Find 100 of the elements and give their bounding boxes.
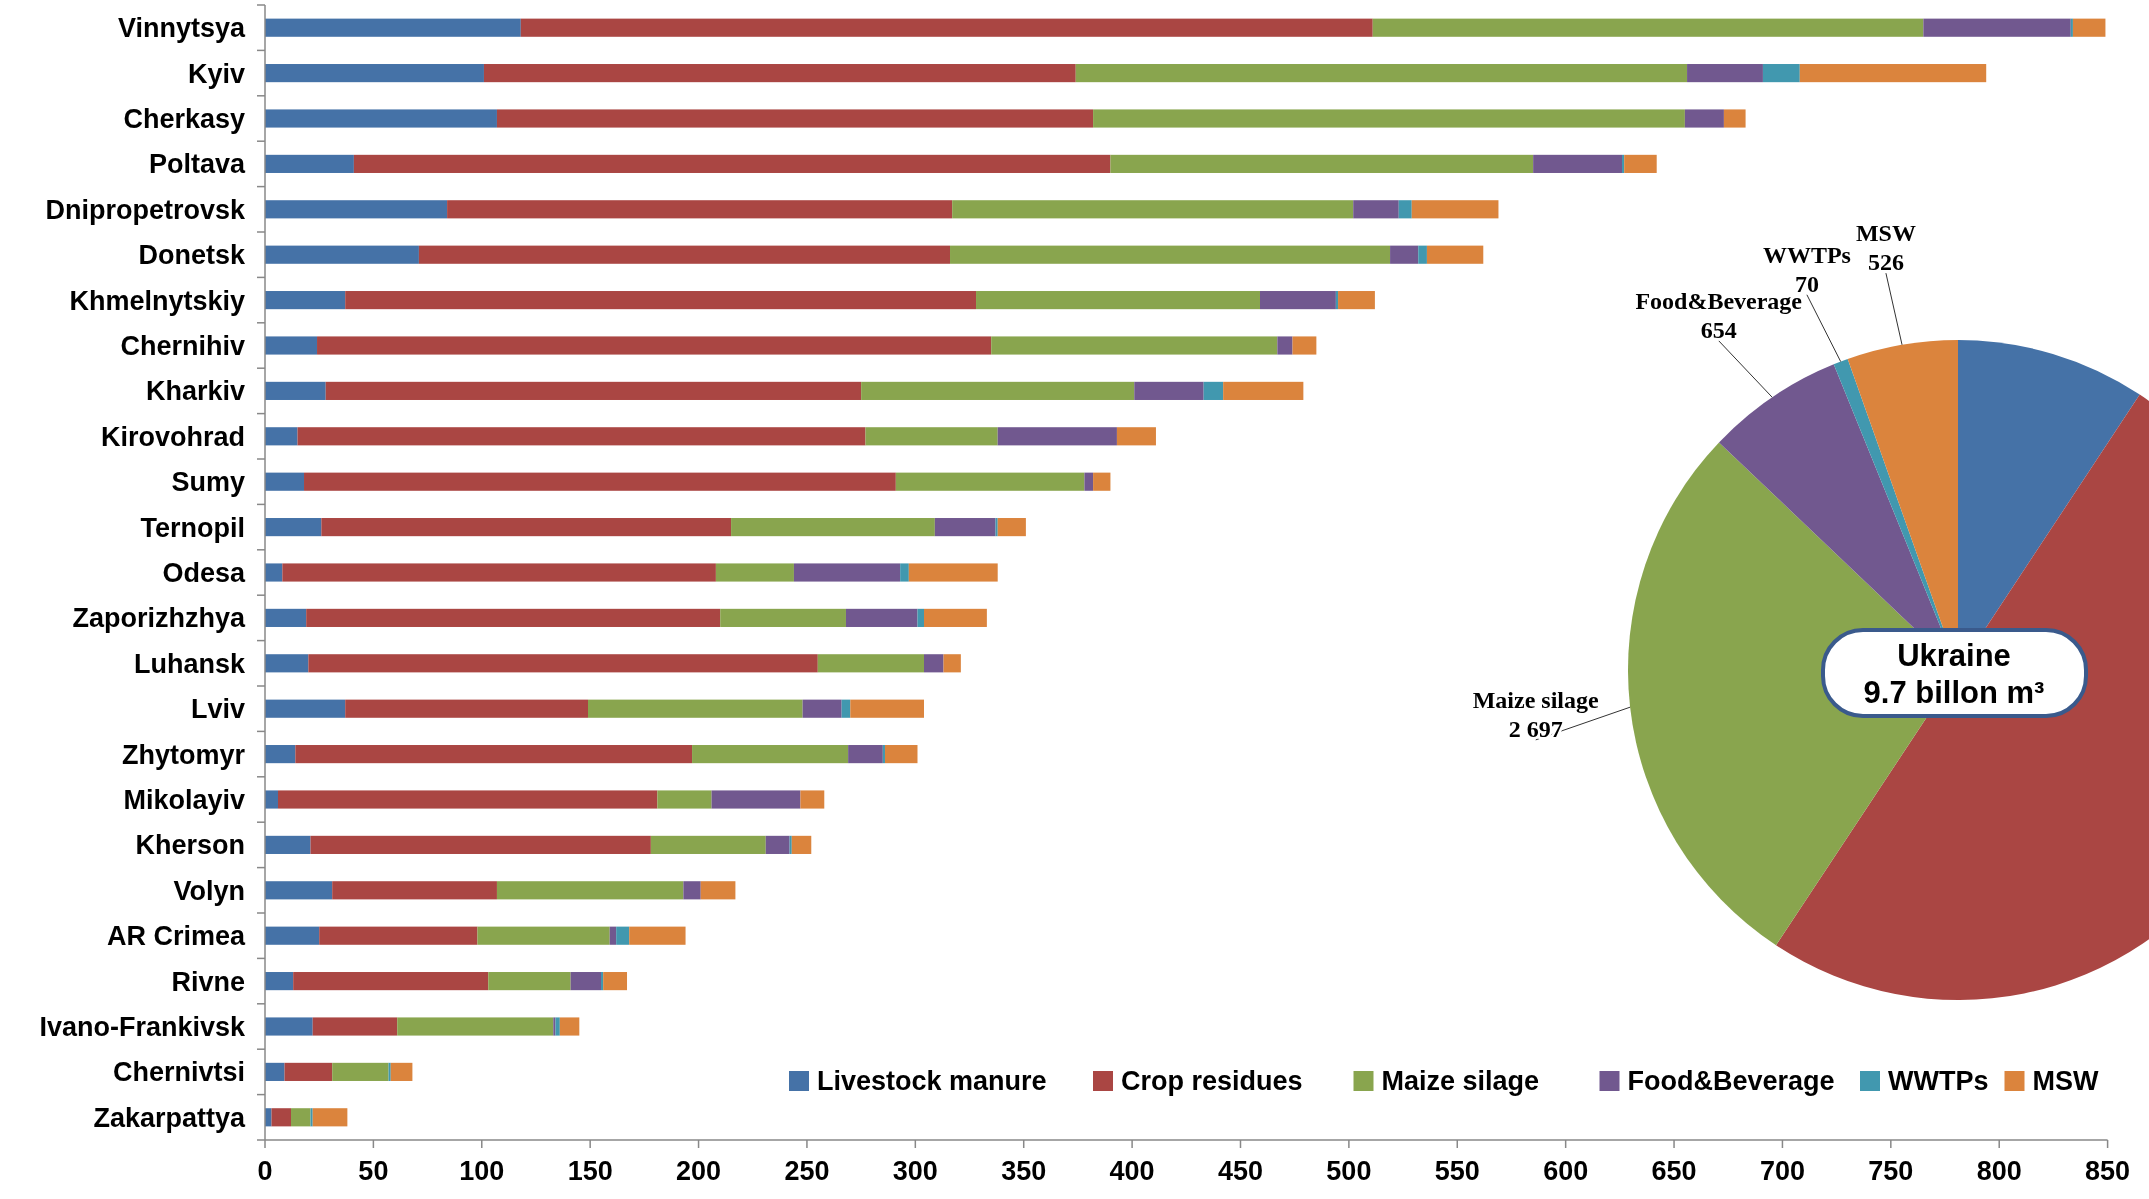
bar bbox=[559, 1017, 580, 1036]
bar bbox=[325, 381, 862, 400]
bar bbox=[265, 518, 322, 537]
bar bbox=[1684, 109, 1724, 128]
bar bbox=[1203, 381, 1224, 400]
bar bbox=[265, 1062, 285, 1081]
text: 9.7 billon m³ bbox=[1863, 675, 2045, 710]
x-tick-label: 850 bbox=[2085, 1156, 2131, 1186]
x-tick-label: 800 bbox=[1976, 1156, 2022, 1186]
y-tick-label: Volyn bbox=[173, 875, 245, 906]
bar bbox=[321, 518, 732, 537]
x-tick-label: 450 bbox=[1217, 1156, 1264, 1186]
bar bbox=[265, 563, 283, 582]
bar bbox=[265, 291, 346, 310]
bar bbox=[265, 472, 305, 491]
bar bbox=[1390, 245, 1419, 264]
text: Ukraine bbox=[1897, 638, 2011, 673]
bar bbox=[483, 64, 1076, 83]
x-tick-label: 400 bbox=[1109, 1156, 1155, 1186]
x-tick-label: 50 bbox=[358, 1156, 389, 1186]
y-tick-label: Kherson bbox=[135, 830, 245, 861]
x-tick-label: 200 bbox=[676, 1156, 722, 1186]
bar bbox=[884, 745, 918, 764]
x-tick-label: 150 bbox=[567, 1156, 613, 1186]
bar bbox=[1093, 472, 1111, 491]
bar bbox=[692, 745, 849, 764]
bar bbox=[841, 699, 851, 718]
bar bbox=[683, 881, 701, 900]
bar bbox=[265, 200, 448, 219]
y-tick-label: Ivano-Frankivsk bbox=[39, 1011, 246, 1042]
y-tick-label: Odesa bbox=[162, 557, 246, 588]
bar bbox=[265, 109, 497, 128]
bar bbox=[477, 926, 610, 945]
bar bbox=[995, 518, 998, 537]
bar bbox=[332, 881, 497, 900]
bar bbox=[265, 18, 521, 37]
bar bbox=[265, 835, 311, 854]
bar bbox=[265, 1108, 272, 1127]
bar bbox=[397, 1017, 554, 1036]
bar bbox=[496, 109, 1094, 128]
bar bbox=[1110, 154, 1534, 173]
bar bbox=[265, 881, 333, 900]
bar bbox=[310, 1108, 313, 1127]
bar bbox=[553, 1017, 556, 1036]
y-tick-label: Zaporizhzhya bbox=[72, 603, 246, 634]
bar bbox=[817, 654, 924, 673]
bar bbox=[1116, 427, 1156, 446]
x-tick-label: 700 bbox=[1759, 1156, 1805, 1186]
bar bbox=[1260, 291, 1336, 310]
bar bbox=[297, 427, 866, 446]
x-tick-label: 650 bbox=[1651, 1156, 1697, 1186]
bar bbox=[616, 926, 630, 945]
bar bbox=[1687, 64, 1763, 83]
y-tick-label: Chernivtsi bbox=[112, 1057, 245, 1088]
bar bbox=[1723, 109, 1746, 128]
y-tick-label: Mikolayiv bbox=[123, 784, 245, 815]
bar bbox=[447, 200, 953, 219]
bar bbox=[570, 972, 601, 991]
bar bbox=[952, 200, 1354, 219]
bar bbox=[1277, 336, 1293, 355]
bar bbox=[908, 563, 998, 582]
bar bbox=[265, 654, 309, 673]
y-tick-label: Chernihiv bbox=[120, 330, 245, 361]
legend-label: MSW bbox=[2032, 1066, 2099, 1097]
slice-label: Maize silage bbox=[1472, 686, 1600, 713]
y-tick-label: Donetsk bbox=[138, 240, 246, 271]
bar bbox=[1134, 381, 1204, 400]
bar bbox=[657, 790, 712, 809]
bar bbox=[900, 563, 909, 582]
bar bbox=[1624, 154, 1657, 173]
bar bbox=[1353, 200, 1399, 219]
bar bbox=[601, 972, 604, 991]
bar bbox=[1338, 291, 1375, 310]
x-tick-label: 350 bbox=[1001, 1156, 1047, 1186]
bar bbox=[1084, 472, 1094, 491]
bar bbox=[789, 835, 792, 854]
bar bbox=[720, 608, 846, 627]
bar bbox=[997, 427, 1117, 446]
bar bbox=[332, 1062, 389, 1081]
legend-label: Livestock manure bbox=[817, 1066, 1047, 1097]
bar bbox=[603, 972, 628, 991]
bar bbox=[312, 1108, 348, 1127]
bar bbox=[997, 518, 1026, 537]
bar bbox=[765, 835, 790, 854]
bar bbox=[991, 336, 1278, 355]
bar bbox=[310, 835, 651, 854]
bar bbox=[555, 1017, 560, 1036]
y-tick-label: Vinnytsya bbox=[117, 13, 246, 44]
bar bbox=[345, 291, 977, 310]
slice-label: MSW bbox=[1855, 220, 1916, 247]
bar bbox=[319, 926, 478, 945]
x-tick-label: 750 bbox=[1868, 1156, 1914, 1186]
bar bbox=[265, 699, 346, 718]
x-tick-label: 0 bbox=[257, 1156, 273, 1186]
bar bbox=[1335, 291, 1339, 310]
bar bbox=[791, 835, 812, 854]
legend-label: Food&Beverage bbox=[1627, 1066, 1835, 1097]
y-tick-label: Ternopil bbox=[140, 512, 245, 543]
bar bbox=[1372, 18, 1924, 37]
bar bbox=[265, 608, 307, 627]
